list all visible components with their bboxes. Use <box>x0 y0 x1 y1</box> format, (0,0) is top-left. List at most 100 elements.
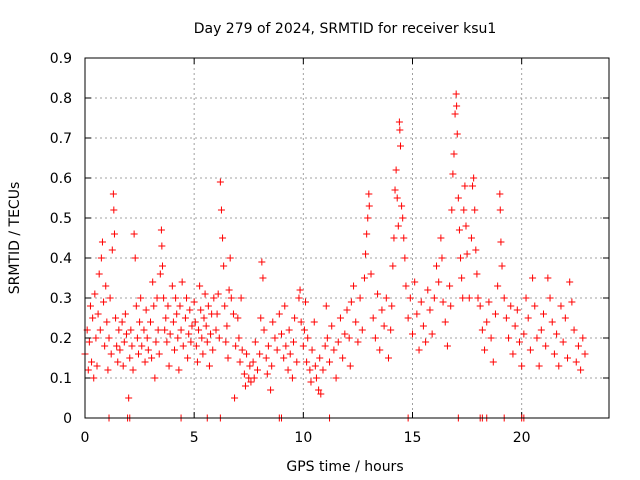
data-point <box>168 282 176 290</box>
data-point <box>162 314 170 322</box>
data-point <box>185 330 193 338</box>
data-point <box>150 302 158 310</box>
data-point <box>128 342 136 350</box>
data-point <box>321 342 329 350</box>
data-point <box>154 326 162 334</box>
data-point <box>356 294 364 302</box>
data-point <box>236 358 244 366</box>
data-point <box>307 378 315 386</box>
data-point <box>389 262 397 270</box>
data-point <box>513 306 521 314</box>
data-point <box>116 346 124 354</box>
data-point <box>473 270 481 278</box>
data-point <box>522 294 530 302</box>
data-point <box>430 294 438 302</box>
data-point <box>396 142 404 150</box>
data-point <box>209 346 217 354</box>
data-point <box>317 390 325 398</box>
chart-title: Day 279 of 2024, SRMTID for receiver ksu… <box>194 21 497 37</box>
data-point <box>316 354 324 362</box>
data-point <box>271 334 279 342</box>
data-point <box>529 274 537 282</box>
data-point <box>299 342 307 350</box>
data-point <box>367 270 375 278</box>
data-point <box>156 270 164 278</box>
data-point <box>306 366 314 374</box>
data-point <box>178 278 186 286</box>
data-point <box>273 346 281 354</box>
data-point <box>577 366 585 374</box>
data-point <box>282 342 290 350</box>
data-point <box>258 258 266 266</box>
data-point <box>149 278 157 286</box>
data-point <box>470 174 478 182</box>
data-point <box>323 334 331 342</box>
data-point <box>240 370 248 378</box>
data-point <box>181 314 189 322</box>
data-point <box>175 366 183 374</box>
data-point <box>109 190 117 198</box>
data-point <box>352 318 360 326</box>
data-point <box>262 354 270 362</box>
data-point <box>496 190 504 198</box>
data-point <box>439 298 447 306</box>
data-point <box>566 278 574 286</box>
data-point <box>201 290 209 298</box>
plot-frame <box>84 57 610 419</box>
data-point <box>108 246 116 254</box>
data-point <box>498 262 506 270</box>
x-tick-label: 20 <box>513 430 531 446</box>
data-point <box>169 318 177 326</box>
data-point <box>110 230 118 238</box>
data-point <box>341 330 349 338</box>
data-point <box>132 302 140 310</box>
data-point <box>409 330 416 338</box>
data-point <box>454 194 462 202</box>
data-point <box>256 350 264 358</box>
data-point <box>227 294 235 302</box>
data-point <box>253 366 261 374</box>
data-point <box>210 294 218 302</box>
data-point <box>319 366 327 374</box>
data-point <box>496 206 504 214</box>
data-point <box>520 330 528 338</box>
data-point <box>174 334 182 342</box>
data-point <box>131 254 139 262</box>
data-point <box>502 314 510 322</box>
data-point <box>136 318 144 326</box>
data-point <box>568 298 576 306</box>
data-point <box>259 274 267 282</box>
data-point <box>394 222 402 230</box>
data-point <box>358 326 366 334</box>
y-tick-label: 0.7 <box>50 131 72 147</box>
data-point <box>505 334 513 342</box>
data-point <box>119 362 127 370</box>
data-point <box>196 282 204 290</box>
data-point <box>217 206 225 214</box>
data-point <box>285 326 293 334</box>
data-point <box>387 326 395 334</box>
data-point <box>155 350 163 358</box>
data-point <box>280 354 288 362</box>
data-point <box>151 374 159 382</box>
data-point <box>489 358 497 366</box>
data-point <box>533 334 541 342</box>
data-point <box>526 346 534 354</box>
data-point <box>91 290 99 298</box>
data-point <box>112 314 120 322</box>
data-point <box>449 170 457 178</box>
data-point <box>125 394 133 402</box>
data-point <box>537 326 545 334</box>
data-point <box>158 242 166 250</box>
data-point <box>458 274 466 282</box>
data-point <box>141 358 149 366</box>
data-point <box>199 350 207 358</box>
data-point <box>371 334 379 342</box>
data-point <box>134 350 142 358</box>
data-point <box>531 302 539 310</box>
data-point <box>376 346 384 354</box>
data-point <box>564 354 572 362</box>
data-point <box>384 354 392 362</box>
data-point <box>84 366 92 374</box>
